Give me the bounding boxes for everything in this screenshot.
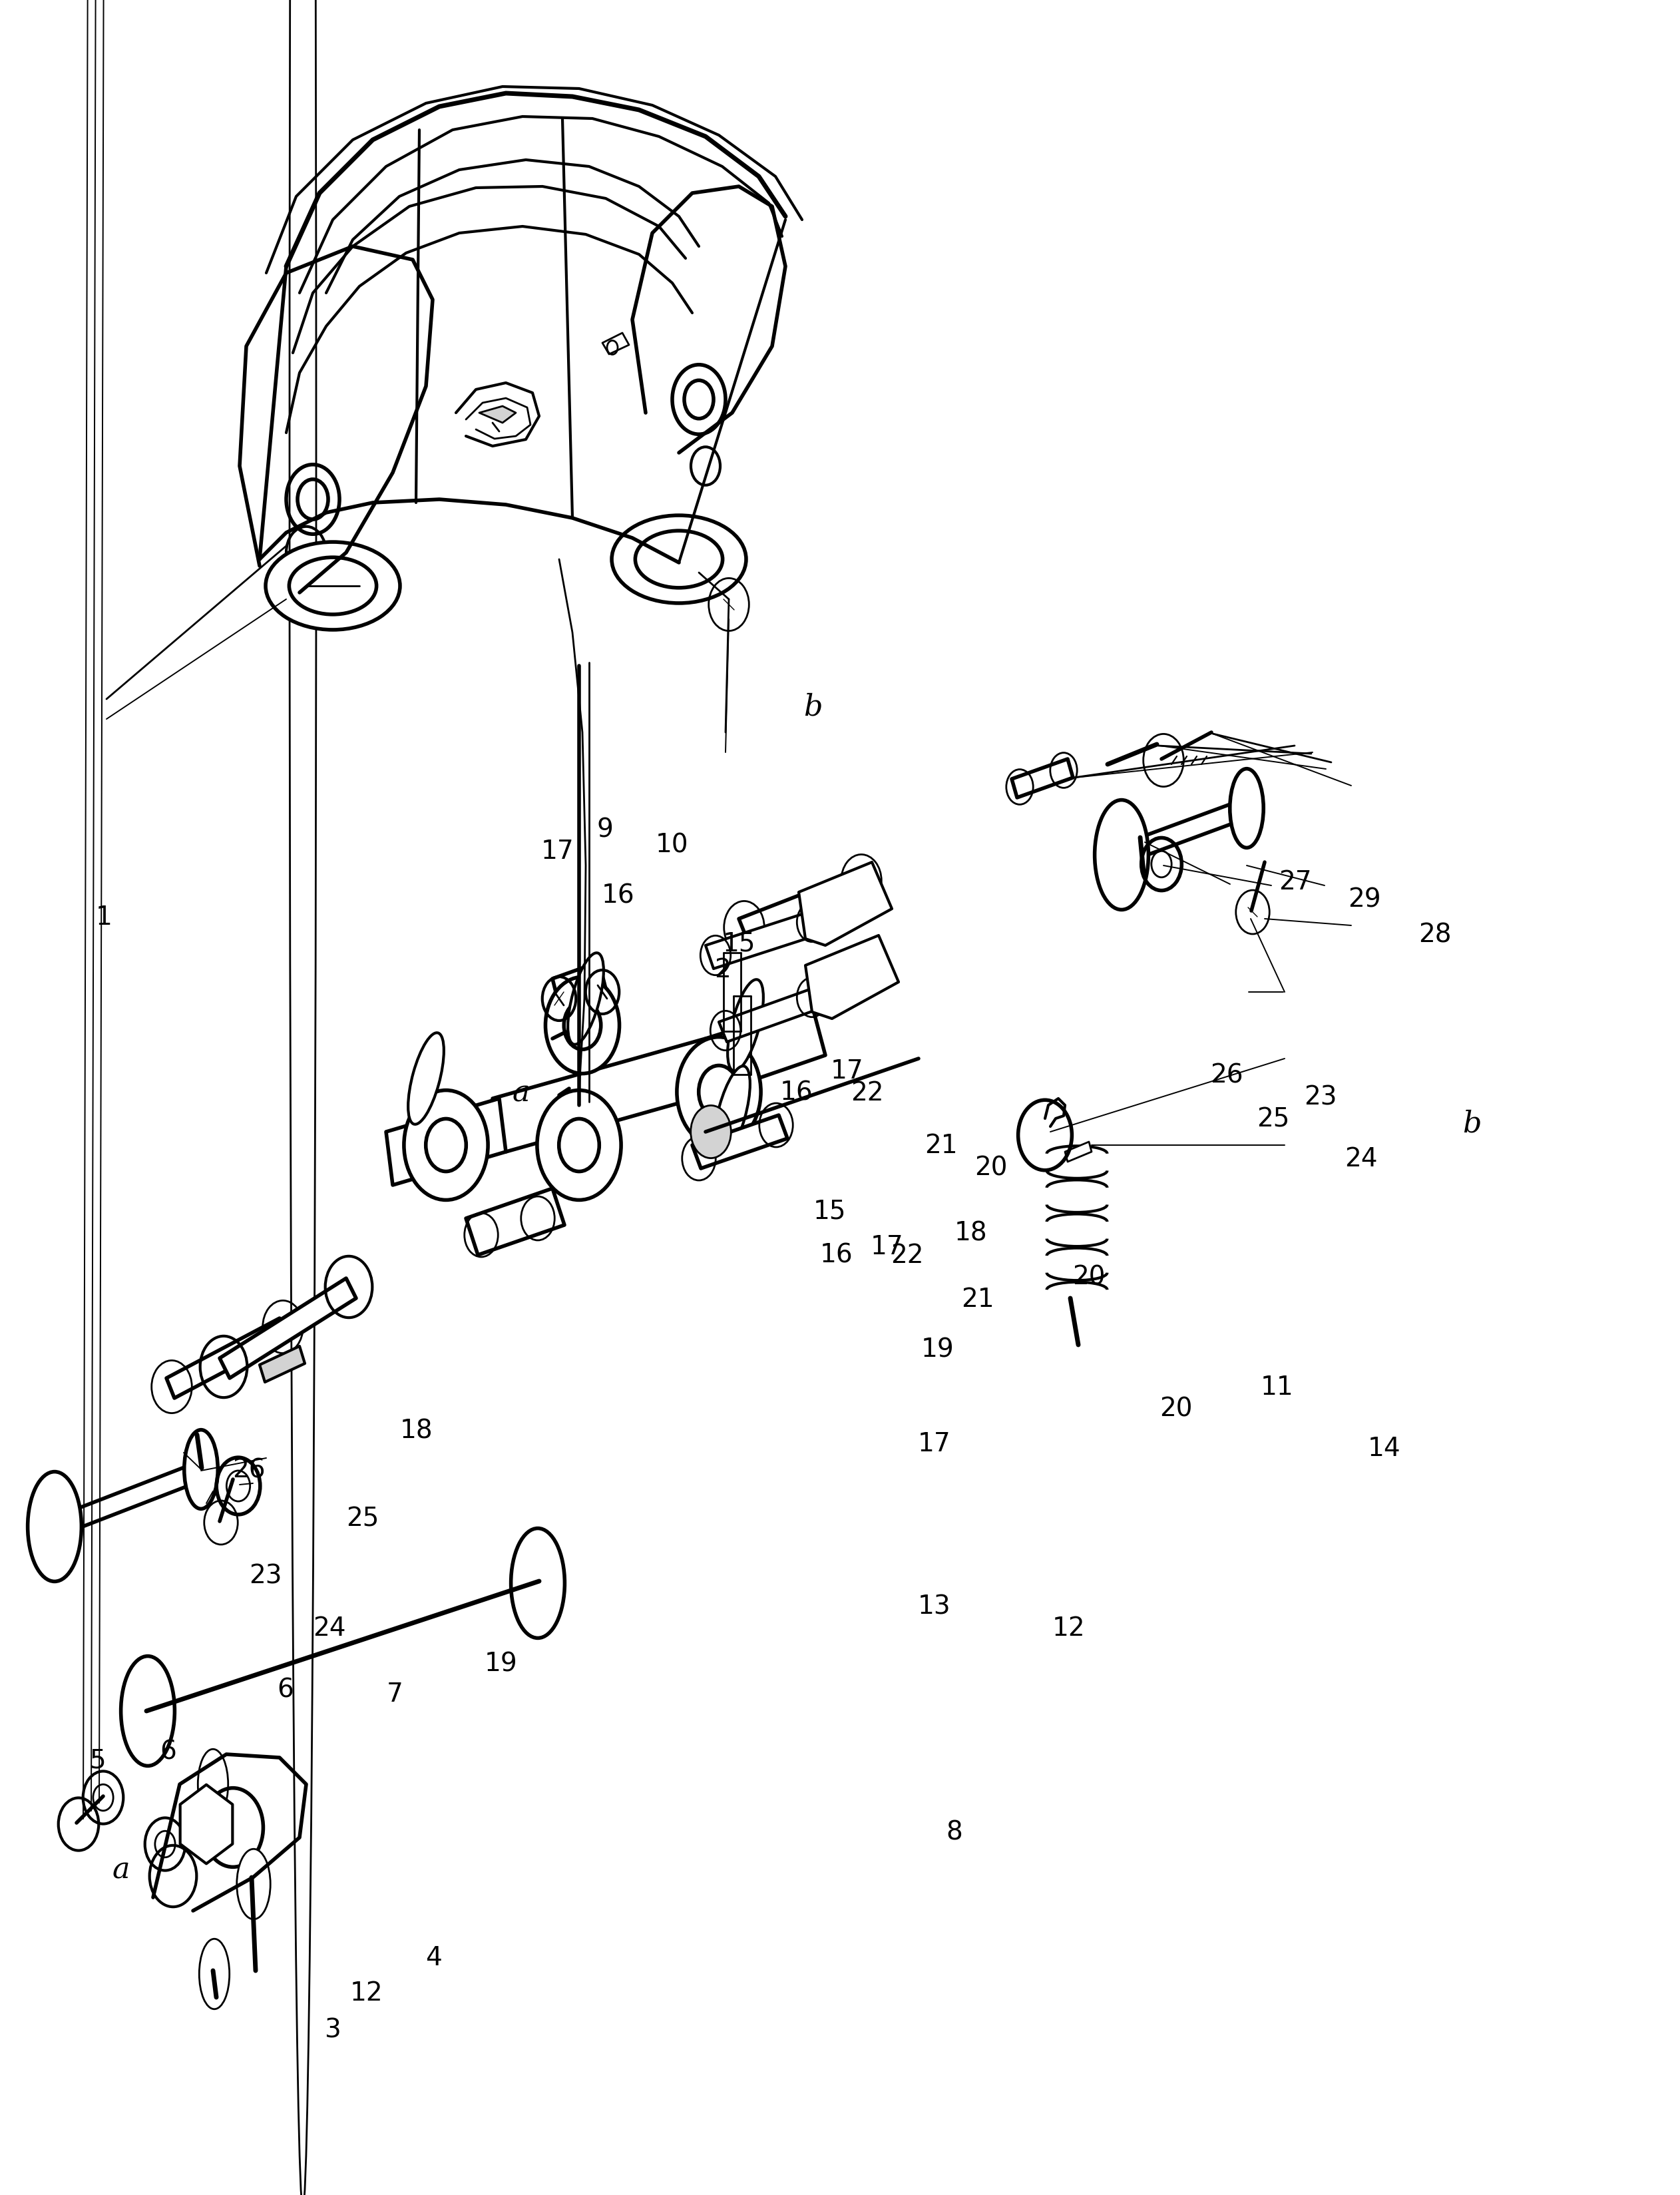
Ellipse shape bbox=[200, 1938, 230, 2008]
Text: a: a bbox=[113, 1855, 129, 1886]
Text: 28: 28 bbox=[1418, 922, 1452, 948]
Polygon shape bbox=[1065, 1141, 1092, 1161]
Text: 8: 8 bbox=[946, 1820, 963, 1846]
Text: 29: 29 bbox=[1347, 887, 1381, 913]
Text: 17: 17 bbox=[830, 1058, 864, 1084]
Text: 6: 6 bbox=[160, 1738, 176, 1765]
Ellipse shape bbox=[237, 1848, 270, 1918]
Text: 16: 16 bbox=[820, 1242, 853, 1269]
Text: 18: 18 bbox=[954, 1220, 988, 1247]
Text: 13: 13 bbox=[917, 1594, 951, 1620]
Text: 5: 5 bbox=[89, 1747, 106, 1774]
Text: b: b bbox=[803, 691, 823, 722]
Polygon shape bbox=[166, 1319, 287, 1398]
Ellipse shape bbox=[511, 1528, 564, 1637]
Ellipse shape bbox=[612, 516, 746, 604]
Text: 9: 9 bbox=[596, 817, 613, 843]
Polygon shape bbox=[492, 1038, 719, 1152]
Polygon shape bbox=[54, 1462, 205, 1536]
Text: 1: 1 bbox=[96, 904, 113, 931]
Ellipse shape bbox=[1230, 768, 1263, 847]
Text: 23: 23 bbox=[1304, 1084, 1337, 1111]
Polygon shape bbox=[706, 909, 827, 968]
Text: 12: 12 bbox=[349, 1980, 383, 2006]
Text: 25: 25 bbox=[346, 1506, 380, 1532]
Text: 22: 22 bbox=[890, 1242, 924, 1269]
Ellipse shape bbox=[568, 953, 603, 1045]
Text: 17: 17 bbox=[541, 838, 575, 865]
Text: 2: 2 bbox=[714, 957, 731, 983]
Text: 10: 10 bbox=[655, 832, 689, 858]
Polygon shape bbox=[603, 334, 628, 353]
Circle shape bbox=[690, 1106, 731, 1159]
Polygon shape bbox=[719, 988, 823, 1043]
Circle shape bbox=[403, 1091, 487, 1201]
Ellipse shape bbox=[1095, 799, 1149, 909]
Polygon shape bbox=[739, 871, 867, 939]
Text: 26: 26 bbox=[1210, 1062, 1243, 1089]
Text: 24: 24 bbox=[312, 1616, 346, 1642]
Text: b: b bbox=[1462, 1108, 1482, 1139]
Text: a: a bbox=[512, 1078, 529, 1108]
Ellipse shape bbox=[265, 542, 400, 630]
Ellipse shape bbox=[121, 1655, 175, 1765]
Circle shape bbox=[546, 977, 620, 1073]
Polygon shape bbox=[260, 1346, 304, 1383]
Polygon shape bbox=[553, 961, 613, 1032]
Text: 25: 25 bbox=[1257, 1106, 1290, 1133]
Text: 26: 26 bbox=[232, 1457, 265, 1484]
Ellipse shape bbox=[408, 1034, 444, 1124]
Ellipse shape bbox=[727, 979, 763, 1071]
Text: 20: 20 bbox=[974, 1155, 1008, 1181]
Text: 23: 23 bbox=[249, 1563, 282, 1589]
Text: 21: 21 bbox=[961, 1286, 995, 1313]
Polygon shape bbox=[1119, 799, 1248, 865]
Circle shape bbox=[677, 1036, 761, 1146]
Text: 14: 14 bbox=[1368, 1436, 1401, 1462]
Text: 15: 15 bbox=[722, 931, 756, 957]
Text: 3: 3 bbox=[324, 2017, 341, 2044]
Ellipse shape bbox=[27, 1471, 81, 1580]
Text: 17: 17 bbox=[917, 1431, 951, 1457]
Text: 7: 7 bbox=[386, 1681, 403, 1708]
Text: 19: 19 bbox=[921, 1337, 954, 1363]
Text: 20: 20 bbox=[1159, 1396, 1193, 1422]
Text: 11: 11 bbox=[1260, 1374, 1294, 1400]
Text: 15: 15 bbox=[813, 1198, 847, 1225]
Text: 22: 22 bbox=[850, 1080, 884, 1106]
Text: 18: 18 bbox=[400, 1418, 433, 1444]
Polygon shape bbox=[1011, 759, 1074, 797]
Polygon shape bbox=[220, 1277, 356, 1378]
Text: 17: 17 bbox=[870, 1234, 904, 1260]
Polygon shape bbox=[805, 935, 899, 1018]
Text: 24: 24 bbox=[1344, 1146, 1378, 1172]
Polygon shape bbox=[479, 406, 516, 424]
Text: 19: 19 bbox=[484, 1651, 517, 1677]
Text: 12: 12 bbox=[1052, 1616, 1085, 1642]
Text: 27: 27 bbox=[1278, 869, 1312, 896]
Polygon shape bbox=[692, 1115, 788, 1168]
Polygon shape bbox=[465, 1187, 564, 1256]
Polygon shape bbox=[706, 1005, 825, 1091]
Text: 21: 21 bbox=[924, 1133, 958, 1159]
Ellipse shape bbox=[185, 1429, 218, 1508]
Text: 20: 20 bbox=[1072, 1264, 1105, 1291]
Ellipse shape bbox=[714, 1067, 749, 1157]
Polygon shape bbox=[798, 863, 892, 946]
Text: 16: 16 bbox=[601, 882, 635, 909]
Circle shape bbox=[538, 1091, 622, 1201]
Polygon shape bbox=[180, 1785, 232, 1864]
Text: 4: 4 bbox=[425, 1945, 442, 1971]
Polygon shape bbox=[386, 1098, 506, 1185]
Text: 6: 6 bbox=[277, 1677, 294, 1703]
Text: 16: 16 bbox=[780, 1080, 813, 1106]
